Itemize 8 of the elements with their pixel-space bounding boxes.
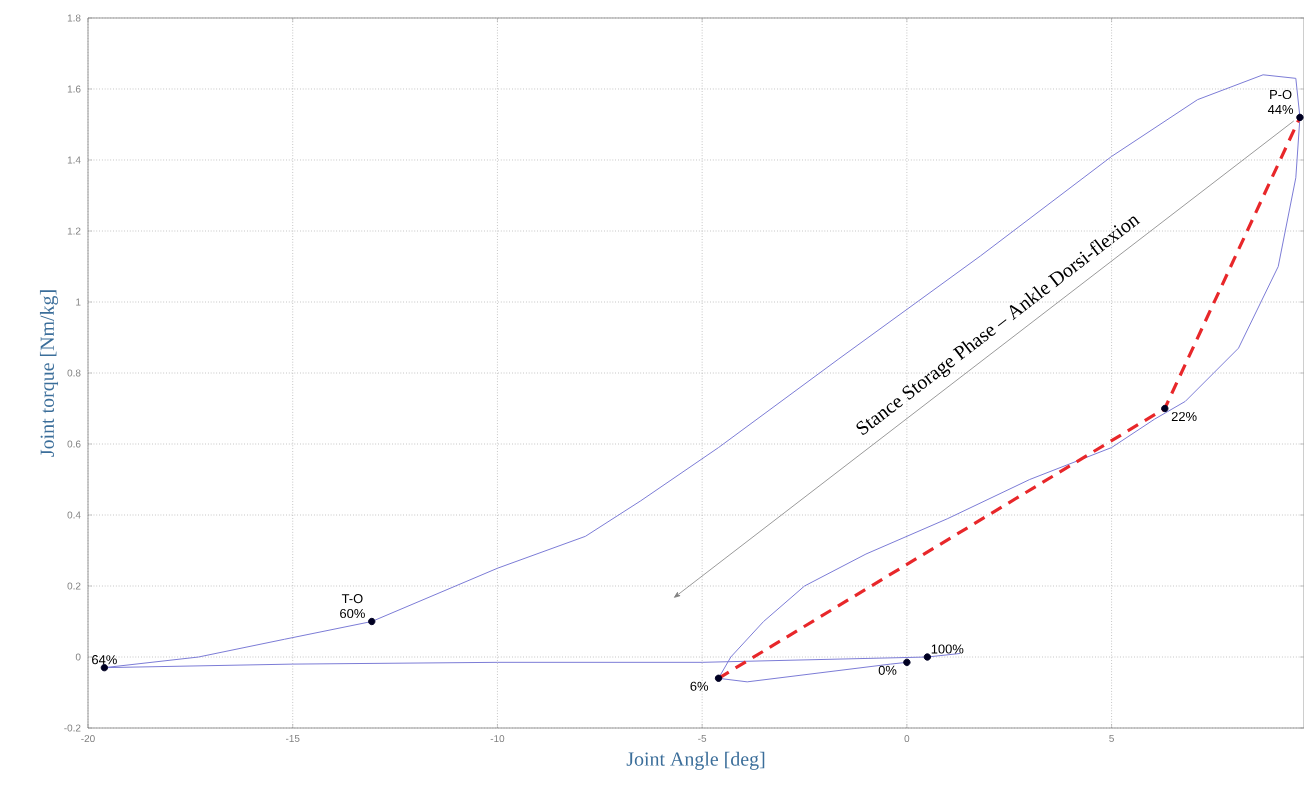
y-axis-title: Joint torque [Nm/kg] [39,290,59,457]
point [1296,113,1304,122]
point [903,658,911,667]
point [714,674,723,682]
point [368,617,376,626]
point [1161,404,1169,413]
point [923,653,932,661]
x-axis-title: Joint Angle [deg] [626,751,765,770]
